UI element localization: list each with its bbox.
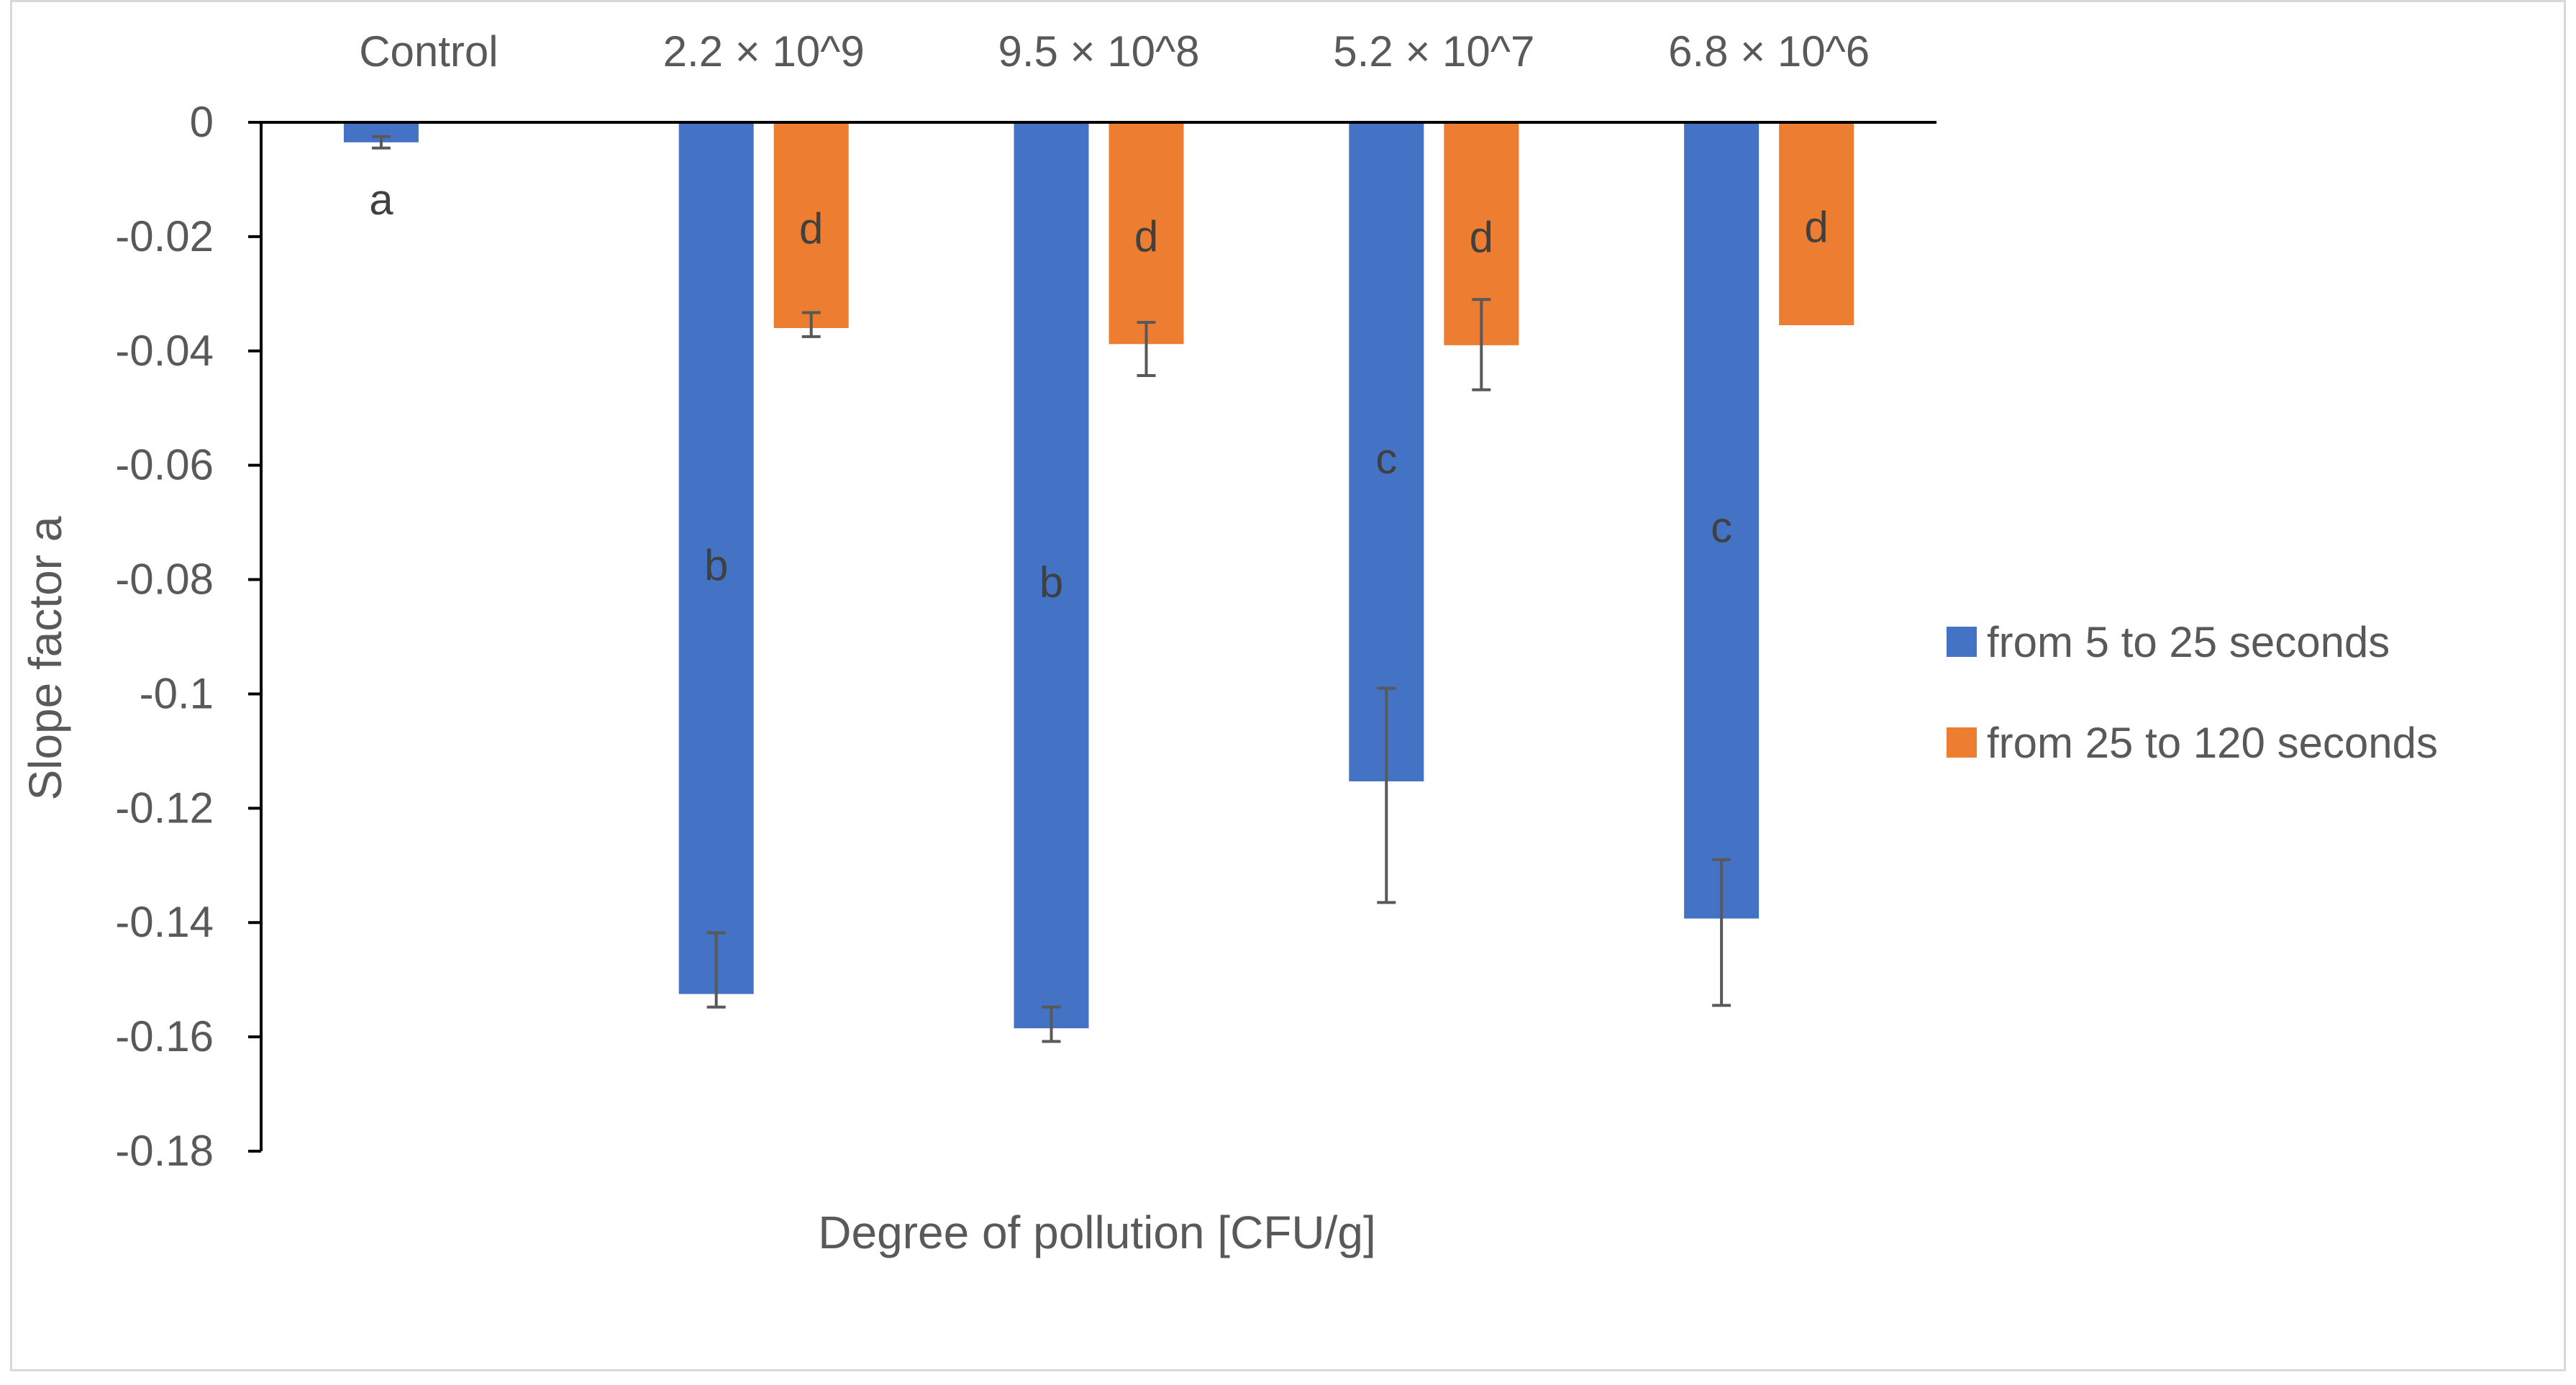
y-tick-label-5: -0.1 xyxy=(140,669,214,717)
y-tick-label-6: -0.12 xyxy=(115,784,214,832)
error-bar-series2-3 xyxy=(1472,298,1491,391)
significance-letter-series1-3: c xyxy=(1375,435,1397,483)
bar-series1-2 xyxy=(1014,122,1089,1029)
axes-layer xyxy=(260,121,1936,1151)
bar-series1-1 xyxy=(678,122,754,994)
y-tick-label-4: -0.08 xyxy=(115,555,214,604)
error-bar-series1-2 xyxy=(1042,1005,1061,1043)
y-tick-label-2: -0.04 xyxy=(115,327,214,375)
x-axis-label: Degree of pollution [CFU/g] xyxy=(818,1207,1376,1258)
bar-series2-4 xyxy=(1779,122,1854,326)
significance-letter-series2-3: d xyxy=(1470,213,1493,261)
y-tick-label-9: -0.18 xyxy=(115,1127,214,1175)
legend-swatch-2 xyxy=(1947,727,1977,758)
legend-label-1: from 5 to 25 seconds xyxy=(1987,618,2390,666)
y-axis-label: Slope factor a xyxy=(19,516,71,800)
significance-letter-series1-4: c xyxy=(1711,503,1732,551)
chart-frame xyxy=(10,0,2566,1371)
significance-letter-series2-2: d xyxy=(1134,212,1158,260)
bar-series1-4 xyxy=(1684,122,1760,919)
error-bar-series2-2 xyxy=(1137,321,1156,377)
error-bar-series1-0 xyxy=(371,135,391,150)
significance-letters-layer: a b d b d c d c d xyxy=(369,176,1829,607)
bar-series1-3 xyxy=(1349,122,1424,781)
category-label-3: 5.2 × 10^7 xyxy=(1333,27,1534,76)
category-label-4: 6.8 × 10^6 xyxy=(1668,27,1870,76)
bar-series2-1 xyxy=(773,122,849,328)
significance-letter-series2-1: d xyxy=(799,204,823,253)
error-bars-layer xyxy=(371,135,1731,1043)
significance-letter-series1-2: b xyxy=(1039,558,1063,607)
category-label-2: 9.5 × 10^8 xyxy=(998,27,1199,76)
error-bar-series1-4 xyxy=(1712,858,1731,1007)
bars-layer xyxy=(343,122,1854,1029)
legend: from 5 to 25 seconds from 25 to 120 secon… xyxy=(1947,618,2438,767)
y-ticks-layer: 0 -0.02 -0.04 -0.06 -0.08 -0.1 -0.12 -0.14 -0.16… xyxy=(115,98,261,1175)
category-label-0: Control xyxy=(359,27,498,76)
legend-item-1: from 5 to 25 seconds xyxy=(1947,618,2390,666)
error-bar-series2-1 xyxy=(801,311,821,338)
category-label-1: 2.2 × 10^9 xyxy=(663,27,865,76)
y-tick-label-8: -0.16 xyxy=(115,1012,214,1061)
legend-item-2: from 25 to 120 seconds xyxy=(1947,719,2438,767)
y-tick-label-3: -0.06 xyxy=(115,441,214,489)
significance-letter-series2-4: d xyxy=(1804,203,1828,251)
error-bar-series1-3 xyxy=(1377,686,1396,904)
error-bar-series1-1 xyxy=(706,931,726,1009)
significance-letter-series1-0: a xyxy=(369,176,393,224)
bar-series2-2 xyxy=(1109,122,1184,345)
y-tick-label-0: 0 xyxy=(190,98,214,146)
legend-swatch-1 xyxy=(1947,627,1977,657)
legend-label-2: from 25 to 120 seconds xyxy=(1987,719,2438,767)
y-tick-label-7: -0.14 xyxy=(115,898,214,946)
significance-letter-series1-1: b xyxy=(704,541,728,589)
y-tick-label-1: -0.02 xyxy=(115,212,214,260)
category-labels-layer: Control 2.2 × 10^9 9.5 × 10^8 5.2 × 10^7 6.8… xyxy=(359,27,1870,76)
